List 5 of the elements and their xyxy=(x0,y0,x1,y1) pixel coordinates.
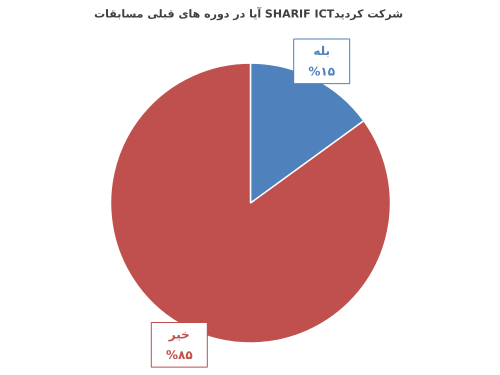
slice-label: بله xyxy=(313,44,330,58)
chart-title: آیا در دوره های قبلی مسابقات SHARIF ICTشرکت کردید xyxy=(94,6,404,20)
data-label: %۸۵ xyxy=(166,348,193,362)
slice-label: خیر xyxy=(168,328,190,342)
data-label: %۱۵ xyxy=(308,64,336,78)
